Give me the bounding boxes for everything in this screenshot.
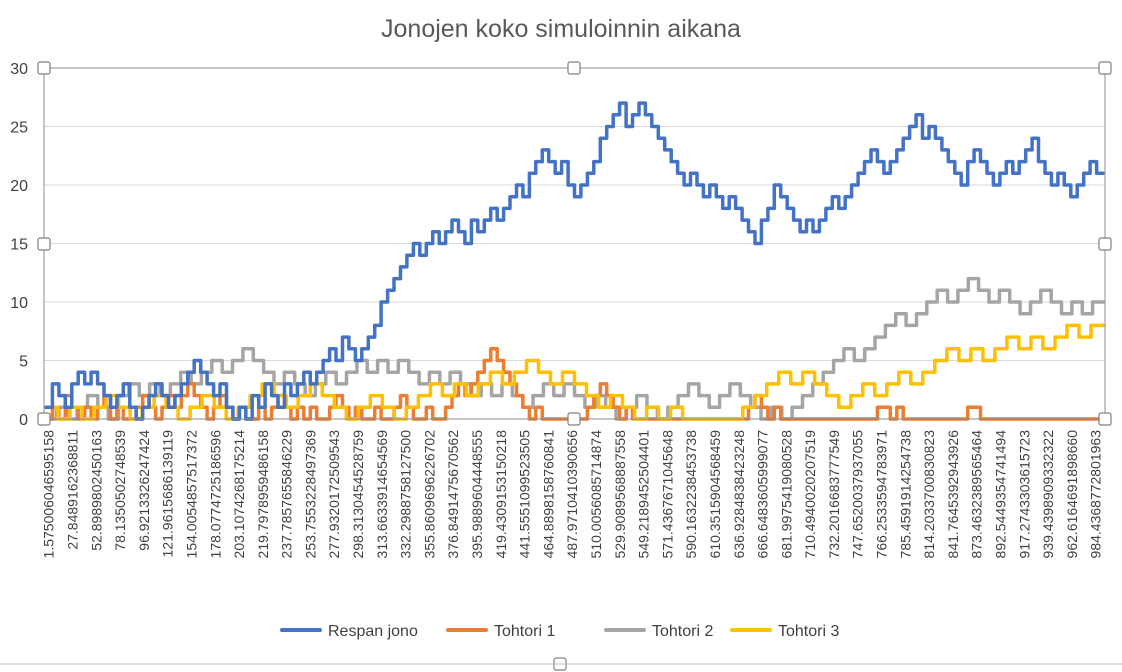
x-tick-label: 549.2189452504401 bbox=[636, 430, 652, 559]
series-line-0 bbox=[44, 101, 1105, 421]
selection-handles bbox=[37, 61, 1112, 671]
x-tick-label: 203.1074268175214 bbox=[231, 430, 247, 559]
x-tick-label: 464.8898158760841 bbox=[540, 430, 556, 559]
x-tick-label: 747.6520037937055 bbox=[850, 430, 866, 559]
x-tick-label: 892.5449354741494 bbox=[993, 430, 1009, 559]
x-tick-label: 487.9710410390656 bbox=[564, 430, 580, 559]
series-lines bbox=[44, 101, 1105, 421]
x-tick-label: 1.575006046595158 bbox=[41, 430, 57, 559]
resize-handle[interactable] bbox=[1098, 412, 1112, 426]
resize-handle[interactable] bbox=[1098, 61, 1112, 75]
y-tick-label: 30 bbox=[10, 61, 28, 78]
x-tick-label: 355.8609696226702 bbox=[421, 430, 437, 559]
x-tick-label: 873.4632389565464 bbox=[969, 430, 985, 559]
y-tick-label: 0 bbox=[19, 412, 28, 429]
x-tick-label: 814.2033700830823 bbox=[921, 430, 937, 559]
resize-handle[interactable] bbox=[37, 61, 51, 75]
x-tick-label: 96.9213326247424 bbox=[136, 430, 152, 551]
x-tick-label: 510.0056085714874 bbox=[588, 430, 604, 559]
gridlines bbox=[44, 126, 1105, 361]
x-tick-label: 441.5551099523505 bbox=[517, 430, 533, 559]
x-tick-label: 841.7645392943926 bbox=[945, 430, 961, 559]
y-tick-label: 25 bbox=[10, 120, 28, 137]
x-tick-label: 984.4368772801963 bbox=[1088, 430, 1104, 559]
x-tick-label: 571.4367671045648 bbox=[659, 430, 675, 559]
x-tick-label: 419.4309153150218 bbox=[493, 430, 509, 559]
x-tick-label: 253.7553228497369 bbox=[302, 430, 318, 559]
x-tick-label: 917.2743303615723 bbox=[1016, 430, 1032, 559]
x-tick-label: 710.4940020207519 bbox=[802, 430, 818, 559]
resize-handle[interactable] bbox=[567, 61, 581, 75]
x-tick-label: 154.0054857517372 bbox=[183, 430, 199, 559]
y-tick-label: 10 bbox=[10, 295, 28, 312]
legend-label: Tohtori 1 bbox=[494, 623, 555, 640]
chart-title: Jonojen koko simuloinnin aikana bbox=[381, 15, 741, 43]
resize-handle[interactable] bbox=[1098, 237, 1112, 251]
x-tick-label: 766.2533594783971 bbox=[874, 430, 890, 559]
x-tick-label: 78.1350502748539 bbox=[112, 430, 128, 551]
x-tick-label: 313.6633914654569 bbox=[374, 430, 390, 559]
x-axis-ticks: 1.575006046595158 27.8489162368811 52.8989… bbox=[41, 430, 1104, 559]
x-tick-label: 376.8491475670562 bbox=[445, 430, 461, 559]
x-tick-label: 666.6483605999077 bbox=[755, 430, 771, 559]
series-line-3 bbox=[44, 323, 1105, 421]
y-tick-label: 5 bbox=[19, 354, 28, 371]
resize-handle[interactable] bbox=[37, 412, 51, 426]
x-tick-label: 590.1632238453738 bbox=[683, 430, 699, 559]
resize-handle[interactable] bbox=[37, 237, 51, 251]
series-line-2 bbox=[44, 276, 1105, 421]
legend: Respan jono Tohtori 1 Tohtori 2 Tohtori 3 bbox=[280, 623, 839, 640]
x-tick-label: 610.3515904568459 bbox=[707, 430, 723, 559]
x-tick-label: 27.8489162368811 bbox=[64, 430, 80, 550]
y-axis-ticks: 0 5 10 15 20 25 30 bbox=[10, 61, 28, 429]
x-tick-label: 636.9284838423248 bbox=[731, 430, 747, 559]
legend-label: Respan jono bbox=[328, 623, 418, 640]
x-tick-label: 732.2016683777549 bbox=[826, 430, 842, 559]
x-tick-label: 332.2988758127500 bbox=[398, 430, 414, 559]
x-tick-label: 237.7857655846229 bbox=[279, 430, 295, 559]
y-tick-label: 20 bbox=[10, 178, 28, 195]
x-tick-label: 277.9320172509543 bbox=[326, 430, 342, 559]
x-tick-label: 219.7978959486158 bbox=[255, 430, 271, 559]
legend-label: Tohtori 2 bbox=[652, 623, 713, 640]
legend-label: Tohtori 3 bbox=[778, 623, 839, 640]
x-tick-label: 52.8989802450163 bbox=[88, 430, 104, 551]
x-tick-label: 939.4398909332322 bbox=[1040, 430, 1056, 559]
resize-handle[interactable] bbox=[567, 412, 581, 426]
x-tick-label: 178.0774725186596 bbox=[207, 430, 223, 559]
x-tick-label: 395.9889604448555 bbox=[469, 430, 485, 559]
x-tick-label: 298.3130454528759 bbox=[350, 430, 366, 559]
y-tick-label: 15 bbox=[10, 237, 28, 254]
x-tick-label: 121.9615686139119 bbox=[160, 430, 176, 558]
x-tick-label: 785.4591914254738 bbox=[897, 430, 913, 559]
x-tick-label: 962.6164691898660 bbox=[1064, 430, 1080, 559]
x-tick-label: 529.9089568887558 bbox=[612, 430, 628, 559]
x-tick-label: 681.9975419080528 bbox=[778, 430, 794, 559]
